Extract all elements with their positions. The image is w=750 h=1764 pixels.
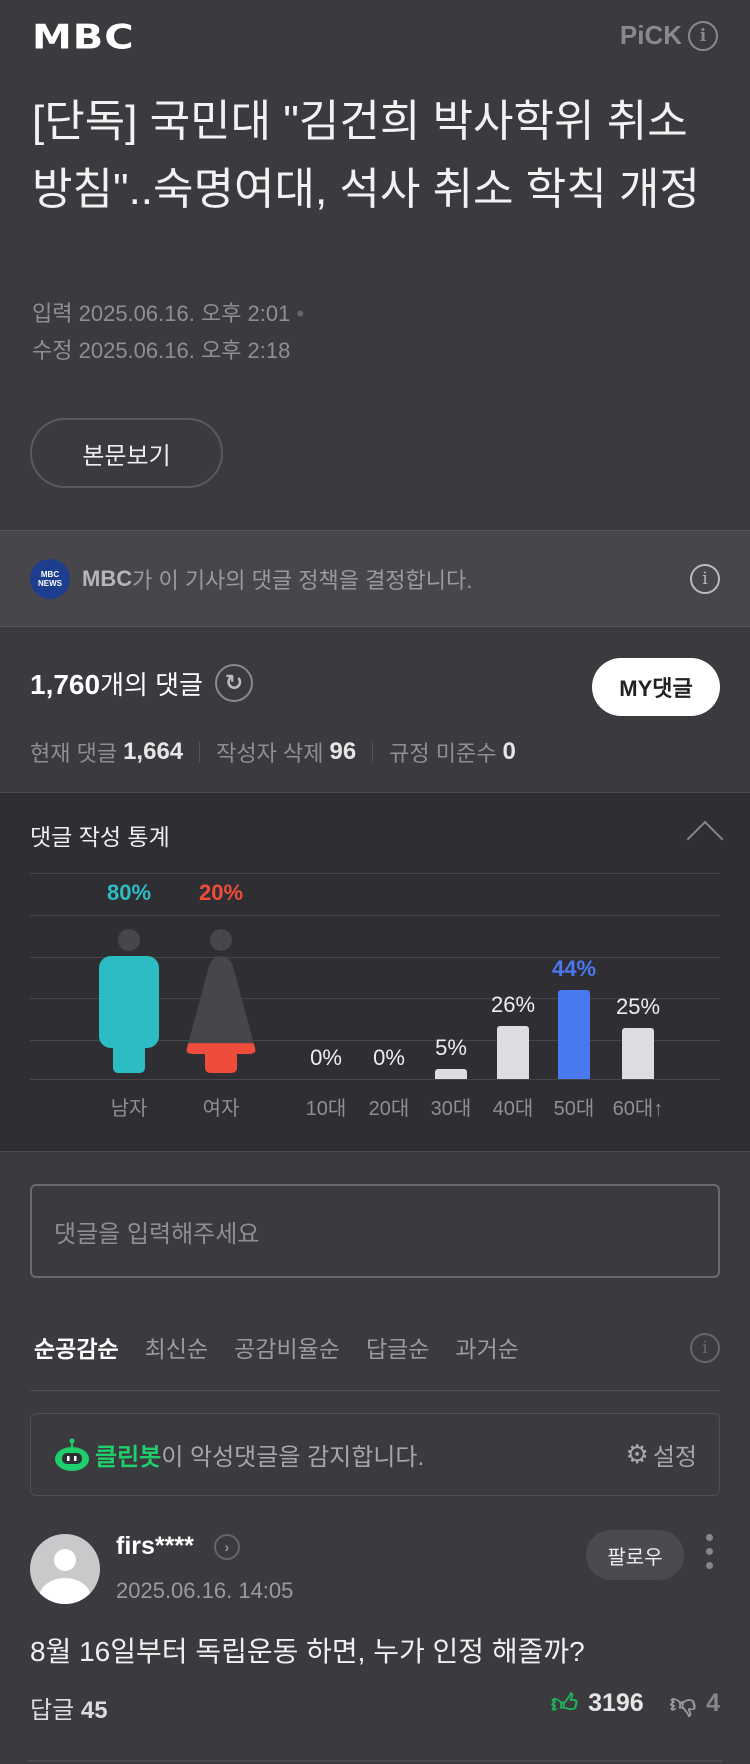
follow-button[interactable]: 팔로우 — [586, 1530, 684, 1580]
age-percent: 0% — [373, 1045, 405, 1070]
info-icon[interactable]: i — [690, 1333, 720, 1363]
gender-percent: 80% — [106, 880, 152, 905]
reply-button[interactable]: 답글 45 — [30, 1690, 108, 1725]
divider — [30, 1390, 720, 1391]
reply-count: 45 — [80, 1697, 108, 1724]
dislike-count: 4 — [706, 1689, 720, 1717]
gender-label: 여자 — [202, 1098, 240, 1120]
age-label: 30대 — [430, 1098, 472, 1120]
gridline — [30, 957, 720, 958]
comment-input[interactable]: 댓글을 입력해주세요 — [30, 1184, 720, 1278]
violation-value: 0 — [502, 738, 516, 765]
violation-label: 규정 미준수 — [389, 741, 497, 766]
thumbs-up-icon[interactable]: 👍︎ — [550, 1688, 579, 1718]
divider — [28, 1760, 722, 1762]
reactions: 👍︎ 3196 👎︎ 4 — [551, 1688, 720, 1719]
settings-label: 설정 — [652, 1444, 697, 1471]
deleted-value: 96 — [329, 738, 357, 765]
refresh-icon[interactable]: ↻ — [214, 664, 253, 702]
age-label: 40대 — [492, 1098, 534, 1120]
age-percent: 5% — [435, 1034, 467, 1060]
gridline — [30, 1040, 720, 1041]
avatar[interactable] — [30, 1534, 100, 1604]
age-bar — [622, 1028, 654, 1079]
gridline — [30, 915, 720, 916]
article-title: [단독] 국민대 "김건희 박사학위 취소 방침"..숙명여대, 석사 취소 학… — [32, 97, 700, 214]
cleanbot-settings-button[interactable]: ⚙ 설정 — [626, 1437, 697, 1472]
edit-label: 수정 — [32, 338, 73, 363]
cleanbot-name: 클린봇 — [95, 1444, 162, 1471]
age-percent: 25% — [615, 994, 661, 1020]
age-percent: 0% — [310, 1045, 342, 1070]
gender-percent: 20% — [198, 880, 244, 905]
sort-tab[interactable]: 과거순 — [455, 1336, 519, 1362]
policy-press: MBC — [82, 565, 133, 591]
female-figure — [186, 929, 256, 1073]
age-bar — [435, 1068, 467, 1079]
cleanbot-text: 이 악성댓글을 감지합니다. — [161, 1444, 425, 1471]
input-time-value: 2025.06.16. 오후 2:01 — [78, 301, 291, 326]
info-icon[interactable]: i — [690, 563, 720, 594]
sort-tab[interactable]: 최신순 — [144, 1336, 209, 1362]
like-count: 3196 — [588, 1689, 644, 1717]
age-percent: 44% — [551, 956, 597, 981]
current-label: 현재 댓글 — [30, 741, 118, 766]
male-figure — [99, 929, 159, 1073]
age-percent: 26% — [490, 992, 536, 1018]
cleanbot-icon — [55, 1438, 89, 1471]
sort-tab[interactable]: 순공감순 — [34, 1336, 119, 1362]
sort-tabs: 순공감순 최신순 공감비율순 답글순 과거순 — [34, 1330, 519, 1364]
comment-policy-bar: MBC NEWS MBC 가 이 기사의 댓글 정책을 결정합니다. i — [0, 530, 750, 627]
gridline — [30, 873, 720, 874]
comment-date: 2025.06.16. 14:05 — [116, 1578, 294, 1603]
sort-tab[interactable]: 답글순 — [365, 1336, 430, 1362]
sort-tab[interactable]: 공감비율순 — [234, 1336, 340, 1362]
thumbs-down-icon[interactable]: 👎︎ — [669, 1688, 697, 1718]
comment-count-suffix: 개의 댓글 — [100, 669, 203, 700]
info-icon[interactable]: i — [688, 20, 718, 51]
comment-count-value: 1,760 — [30, 668, 101, 700]
username[interactable]: firs**** — [116, 1532, 194, 1560]
comment-text: 8월 16일부터 독립운동 하면, 누가 인정 해줄까? — [30, 1636, 585, 1667]
age-label: 50대 — [553, 1098, 595, 1120]
reply-label: 답글 — [30, 1697, 75, 1724]
chevron-right-icon[interactable]: › — [213, 1533, 240, 1560]
mbc-news-logo: MBC NEWS — [30, 558, 70, 599]
more-options-icon[interactable] — [704, 1534, 714, 1569]
comment-breakdown: 현재 댓글 1,664 작성자 삭제 96 규정 미준수 0 — [30, 736, 516, 768]
pick-label: PiCK — [619, 20, 682, 50]
pick-badge[interactable]: PiCK i — [620, 20, 718, 51]
gear-icon: ⚙ — [625, 1439, 649, 1469]
age-label: 60대↑ — [612, 1098, 664, 1120]
gender-label: 남자 — [110, 1098, 148, 1120]
input-label: 입력 — [32, 301, 73, 326]
policy-text: 가 이 기사의 댓글 정책을 결정합니다. — [132, 567, 473, 593]
current-value: 1,664 — [123, 738, 184, 765]
divider — [199, 742, 201, 762]
age-label: 10대 — [305, 1098, 347, 1120]
input-time: 입력 2025.06.16. 오후 2:01 • — [32, 301, 305, 326]
comment-user[interactable]: firs**** › — [116, 1532, 240, 1561]
age-bar — [497, 1026, 529, 1079]
divider — [372, 742, 374, 762]
comment-count: 1,760개의 댓글 ↻ — [30, 664, 253, 702]
age-bar — [558, 990, 590, 1079]
stats-title: 댓글 작성 통계 — [30, 824, 170, 850]
my-comments-button[interactable]: MY댓글 — [592, 658, 720, 716]
edit-time-value: 2025.06.16. 오후 2:18 — [78, 338, 291, 363]
gridline — [30, 998, 720, 999]
cleanbot-banner: 클린봇 이 악성댓글을 감지합니다. ⚙ 설정 — [30, 1413, 720, 1496]
mbc-logo[interactable]: MBC — [32, 18, 135, 58]
deleted-label: 작성자 삭제 — [216, 741, 324, 766]
view-body-button[interactable]: 본문보기 — [30, 418, 223, 488]
gridline — [30, 1079, 720, 1080]
age-label: 20대 — [368, 1098, 410, 1120]
edit-time: 수정 2025.06.16. 오후 2:18 — [32, 333, 290, 365]
